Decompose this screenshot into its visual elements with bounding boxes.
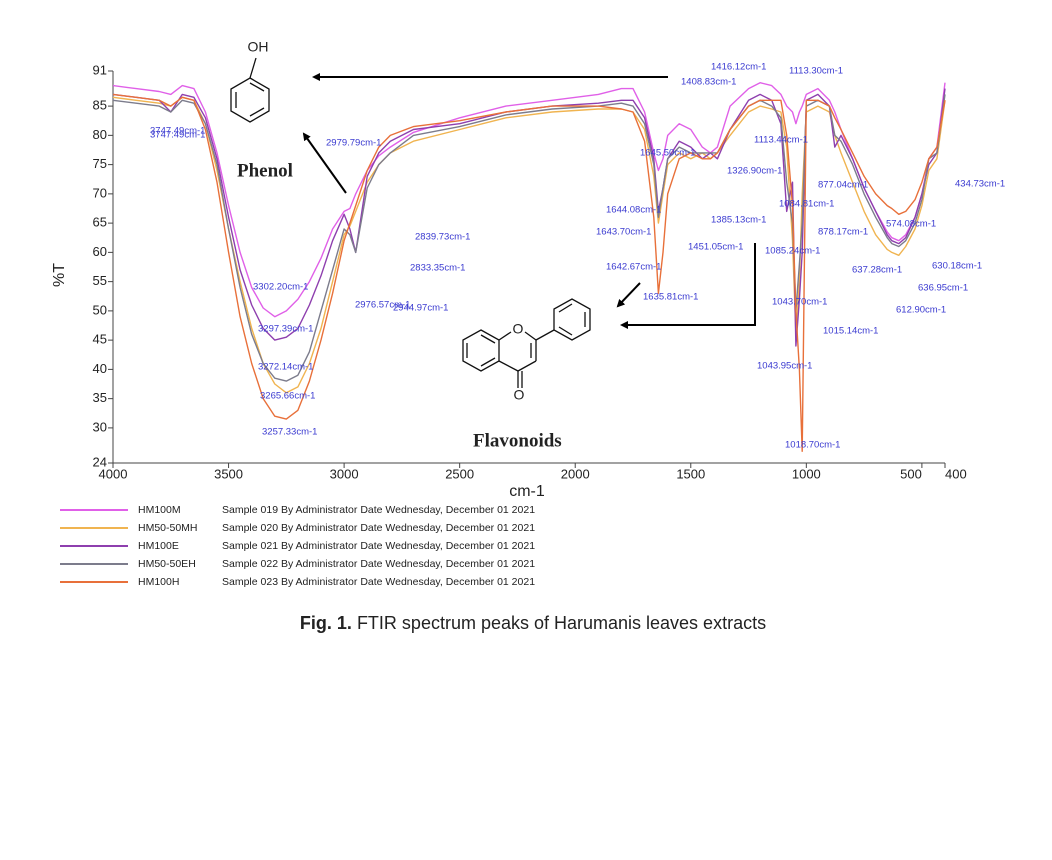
peak-annotation: 3265.66cm-1 xyxy=(260,391,315,402)
peak-annotation: 1113.44cm-1 xyxy=(754,135,808,146)
peak-annotation: 2979.79cm-1 xyxy=(326,138,381,149)
peak-annotation: 434.73cm-1 xyxy=(955,179,1005,190)
peak-annotation: 630.18cm-1 xyxy=(932,261,982,272)
peak-annotation: 637.28cm-1 xyxy=(852,265,902,276)
peak-annotation: 1084.81cm-1 xyxy=(779,199,834,210)
peak-annotation: 1015.14cm-1 xyxy=(823,326,878,337)
caption-text: FTIR spectrum peaks of Harumanis leaves … xyxy=(357,613,766,633)
peak-annotation: 1642.67cm-1 xyxy=(606,262,661,273)
x-tick-label: 2000 xyxy=(561,466,590,481)
phenol-label: Phenol xyxy=(237,160,293,181)
caption: Fig. 1. FTIR spectrum peaks of Harumanis… xyxy=(300,613,766,633)
y-tick-label: 40 xyxy=(93,361,107,376)
peak-annotation: 3747.49cm-1 xyxy=(150,130,205,141)
x-tick-label: 1000 xyxy=(792,466,821,481)
y-tick-label: 85 xyxy=(93,98,107,113)
y-tick-label: 30 xyxy=(93,419,107,434)
peak-annotation: 1326.90cm-1 xyxy=(727,166,782,177)
y-tick-label: 91 xyxy=(93,62,107,77)
peak-annotation: 636.95cm-1 xyxy=(918,283,968,294)
y-tick-label: 24 xyxy=(93,454,107,469)
peak-annotation: 877.04cm-1 xyxy=(818,180,868,191)
y-tick-label: 75 xyxy=(93,156,107,171)
flavonoids-label: Flavonoids xyxy=(473,430,562,451)
legend-label: HM50-50EH xyxy=(138,558,196,570)
legend-label: HM100H xyxy=(138,576,179,588)
y-axis-label: %T xyxy=(51,263,68,287)
peak-annotation: 1043.70cm-1 xyxy=(772,297,827,308)
peak-annotation: 3297.39cm-1 xyxy=(258,324,313,335)
legend-label: HM100E xyxy=(138,540,179,552)
legend-description: Sample 023 By Administrator Date Wednesd… xyxy=(222,576,535,588)
peak-annotation: 3747.49cm-1 xyxy=(150,126,205,137)
x-tick-label: 2500 xyxy=(445,466,474,481)
y-tick-label: 45 xyxy=(93,332,107,347)
peak-annotation: 1085.24cm-1 xyxy=(765,246,820,257)
peak-annotation: 878.17cm-1 xyxy=(818,227,868,238)
x-tick-label: 1500 xyxy=(676,466,705,481)
x-axis-label: cm-1 xyxy=(509,483,545,500)
peak-annotation: 1018.70cm-1 xyxy=(785,440,840,451)
peak-annotation: 1416.12cm-1 xyxy=(711,62,766,73)
x-tick-label: 3000 xyxy=(330,466,359,481)
ring-oxygen-label: O xyxy=(513,321,524,337)
peak-annotation: 1644.08cm-1 xyxy=(606,205,661,216)
peak-annotation: 2839.73cm-1 xyxy=(415,232,470,243)
legend-description: Sample 020 By Administrator Date Wednesd… xyxy=(222,522,535,534)
peak-annotation: 1113.30cm-1 xyxy=(789,66,843,77)
peak-annotation: 3257.33cm-1 xyxy=(262,427,317,438)
oh-label: OH xyxy=(248,39,269,55)
axes xyxy=(112,71,945,464)
peak-annotation: 1408.83cm-1 xyxy=(681,77,736,88)
y-tick-label: 80 xyxy=(93,127,107,142)
series-line xyxy=(112,93,946,452)
peak-annotation: 3302.20cm-1 xyxy=(253,282,308,293)
y-tick-label: 60 xyxy=(93,244,107,259)
x-tick-label: 400 xyxy=(945,466,967,481)
legend-description: Sample 021 By Administrator Date Wednesd… xyxy=(222,540,535,552)
phenol-structure xyxy=(230,57,270,123)
y-tick-label: 35 xyxy=(93,390,107,405)
flavone-structure xyxy=(462,298,591,388)
series-line xyxy=(112,94,946,382)
y-tick-label: 65 xyxy=(93,215,107,230)
peak-annotation: 1643.70cm-1 xyxy=(596,227,651,238)
legend-description: Sample 019 By Administrator Date Wednesd… xyxy=(222,504,535,516)
peak-annotation: 2944.97cm-1 xyxy=(393,303,448,314)
peak-annotation: 574.08cm-1 xyxy=(886,219,936,230)
peak-annotation: 1645.50cm-1 xyxy=(640,148,695,159)
y-tick-label: 55 xyxy=(93,273,107,288)
x-tick-label: 500 xyxy=(900,466,922,481)
legend-label: HM100M xyxy=(138,504,181,516)
peak-annotation: 1043.95cm-1 xyxy=(757,361,812,372)
carbonyl-oxygen-label: O xyxy=(514,387,525,403)
legend-description: Sample 022 By Administrator Date Wednesd… xyxy=(222,558,535,570)
legend-label: HM50-50MH xyxy=(138,522,198,534)
x-tick-label: 3500 xyxy=(214,466,243,481)
x-tick-label: 4000 xyxy=(99,466,128,481)
y-tick-label: 70 xyxy=(93,185,107,200)
peak-annotation: 3272.14cm-1 xyxy=(258,362,313,373)
peak-annotation: 1635.81cm-1 xyxy=(643,292,698,303)
peak-annotation: 1451.05cm-1 xyxy=(688,242,743,253)
caption-label: Fig. 1. xyxy=(300,613,352,633)
peak-annotation: 2833.35cm-1 xyxy=(410,263,465,274)
peak-annotation: 1385.13cm-1 xyxy=(711,215,766,226)
y-tick-label: 50 xyxy=(93,302,107,317)
arrows xyxy=(302,73,756,329)
peak-annotation: 612.90cm-1 xyxy=(896,305,946,316)
peak-annotation: 2976.57cm-1 xyxy=(355,300,410,311)
